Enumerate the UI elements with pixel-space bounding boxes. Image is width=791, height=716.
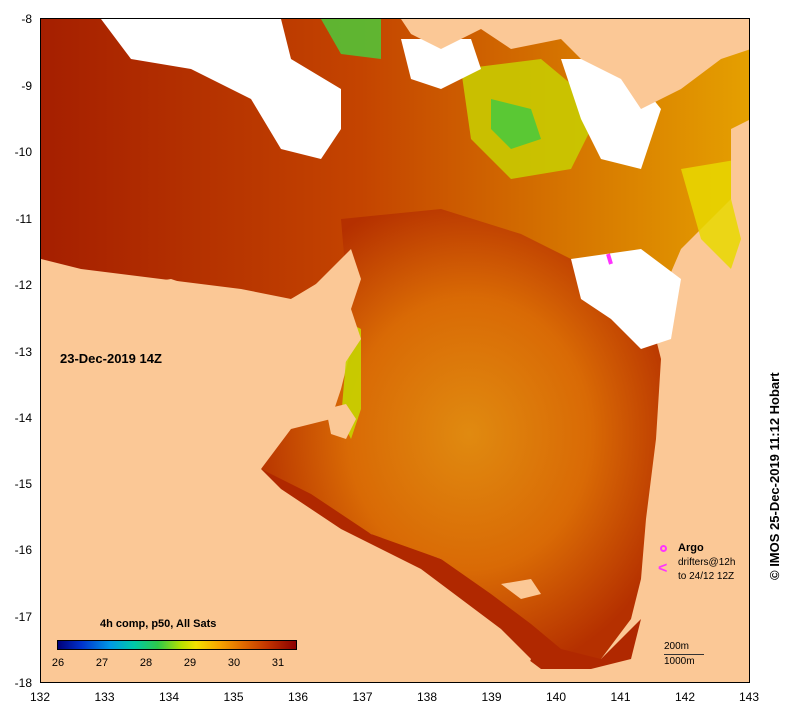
y-tick: -8 — [21, 12, 32, 26]
y-tick: -10 — [14, 145, 32, 159]
new-guinea-land — [401, 19, 749, 109]
x-tick: 140 — [545, 690, 567, 704]
isobath-line — [664, 654, 704, 655]
cool-patch-north-2 — [491, 99, 541, 149]
colorbar-tick: 28 — [139, 657, 153, 669]
x-tick: 139 — [481, 690, 502, 704]
sst-map-canvas — [41, 19, 749, 682]
cloud-n — [401, 39, 481, 89]
y-tick: -18 — [14, 676, 32, 690]
colorbar-tick: 31 — [271, 657, 285, 669]
sst-map — [40, 18, 750, 683]
drifter-legend-line2: to 24/12 12Z — [678, 571, 735, 582]
argo-marker-icon — [660, 545, 667, 552]
colorbar-tick: 27 — [95, 657, 109, 669]
y-tick: -16 — [14, 543, 32, 557]
x-tick: 132 — [29, 690, 51, 704]
y-tick: -9 — [21, 79, 32, 93]
x-tick: 138 — [416, 690, 438, 704]
y-tick: -17 — [14, 610, 32, 624]
colorbar-tick: 29 — [183, 657, 197, 669]
credit-label: © IMOS 25-Dec-2019 11:12 Hobart — [767, 372, 782, 580]
x-tick: 142 — [674, 690, 696, 704]
date-label: 23-Dec-2019 14Z — [60, 351, 162, 366]
y-tick: -11 — [15, 212, 32, 226]
y-tick: -13 — [14, 345, 32, 359]
drifter-marker-icon: < — [658, 560, 668, 577]
y-tick: -15 — [14, 477, 32, 491]
cloud-e — [571, 249, 681, 349]
drifter-track — [606, 253, 613, 265]
groote-eylandt — [326, 404, 356, 439]
cloud-nw — [101, 19, 341, 159]
nt-land — [41, 249, 531, 682]
sst-colorbar — [57, 640, 297, 650]
x-tick: 136 — [287, 690, 309, 704]
cape-york-land — [661, 120, 749, 682]
x-tick: 133 — [94, 690, 115, 704]
x-tick: 137 — [352, 690, 373, 704]
argo-legend-label: Argo — [678, 542, 704, 554]
isobath-1000-label: 1000m — [664, 656, 695, 667]
x-tick: 134 — [158, 690, 180, 704]
y-tick: -12 — [14, 278, 32, 292]
y-tick: -14 — [14, 411, 32, 425]
south-gulf-warm — [261, 469, 641, 669]
x-tick: 135 — [223, 690, 244, 704]
x-tick: 141 — [610, 690, 631, 704]
drifter-legend-line1: drifters@12h — [678, 557, 736, 568]
gulf-of-carpentaria — [261, 209, 661, 659]
cool-patch-nw — [321, 19, 381, 59]
colorbar-title: 4h comp, p50, All Sats — [100, 618, 217, 630]
colorbar-tick: 26 — [51, 657, 65, 669]
mornington-island — [501, 579, 541, 599]
colorbar-tick: 30 — [227, 657, 241, 669]
isobath-200-label: 200m — [664, 641, 690, 652]
x-tick: 143 — [738, 690, 760, 704]
